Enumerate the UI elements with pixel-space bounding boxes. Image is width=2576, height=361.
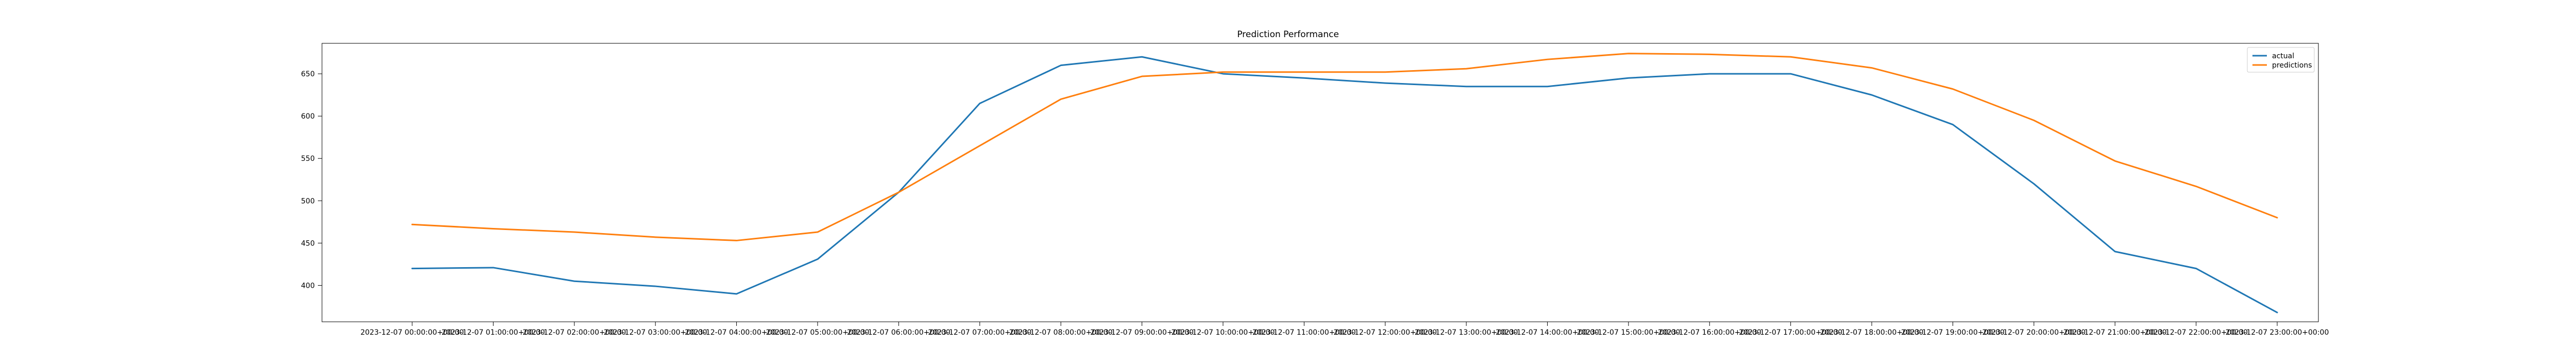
x-tick-label: 2023-12-07 09:00:00+00:00 (1090, 329, 1194, 337)
x-tick-label: 2023-12-07 04:00:00+00:00 (685, 329, 788, 337)
x-tick-label: 2023-12-07 06:00:00+00:00 (847, 329, 951, 337)
x-tick-label: 2023-12-07 03:00:00+00:00 (604, 329, 707, 337)
x-tick-label: 2023-12-07 00:00:00+00:00 (361, 329, 464, 337)
chart-title: Prediction Performance (1237, 29, 1339, 40)
x-tick-label: 2023-12-07 02:00:00+00:00 (522, 329, 626, 337)
y-tick-label: 650 (301, 70, 315, 78)
plot-area (321, 43, 2319, 322)
legend-label-predictions: predictions (2272, 61, 2312, 70)
x-tick-label: 2023-12-07 23:00:00+00:00 (2226, 329, 2329, 337)
series-line-actual (411, 56, 2278, 314)
x-tick-label: 2023-12-07 16:00:00+00:00 (1658, 329, 1761, 337)
y-tick-label: 600 (301, 112, 315, 121)
x-tick-label: 2023-12-07 18:00:00+00:00 (1820, 329, 1924, 337)
x-tick-label: 2023-12-07 10:00:00+00:00 (1172, 329, 1275, 337)
x-tick-label: 2023-12-07 08:00:00+00:00 (1009, 329, 1113, 337)
x-tick-label: 2023-12-07 17:00:00+00:00 (1739, 329, 1842, 337)
y-tick-label: 450 (301, 239, 315, 248)
y-tick-label: 500 (301, 197, 315, 205)
x-tick-label: 2023-12-07 22:00:00+00:00 (2144, 329, 2248, 337)
x-tick-label: 2023-12-07 14:00:00+00:00 (1496, 329, 1599, 337)
series-line-predictions (411, 53, 2278, 241)
x-tick-label: 2023-12-07 13:00:00+00:00 (1415, 329, 1518, 337)
legend-label-actual: actual (2272, 52, 2294, 60)
y-axis: 400 450 500 550 600 650 (301, 70, 322, 290)
y-tick-label: 550 (301, 155, 315, 163)
x-tick-label: 2023-12-07 11:00:00+00:00 (1252, 329, 1356, 337)
series-layer (411, 53, 2278, 314)
x-tick-label: 2023-12-07 05:00:00+00:00 (766, 329, 870, 337)
x-tick-label: 2023-12-07 21:00:00+00:00 (2063, 329, 2167, 337)
x-tick-label: 2023-12-07 20:00:00+00:00 (1982, 329, 2086, 337)
y-tick-label: 400 (301, 282, 315, 290)
legend-box (2247, 47, 2315, 73)
x-tick-label: 2023-12-07 01:00:00+00:00 (442, 329, 545, 337)
x-tick-label: 2023-12-07 07:00:00+00:00 (928, 329, 1031, 337)
x-tick-label: 2023-12-07 12:00:00+00:00 (1333, 329, 1437, 337)
x-tick-label: 2023-12-07 19:00:00+00:00 (1901, 329, 2005, 337)
x-tick-label: 2023-12-07 15:00:00+00:00 (1577, 329, 1680, 337)
